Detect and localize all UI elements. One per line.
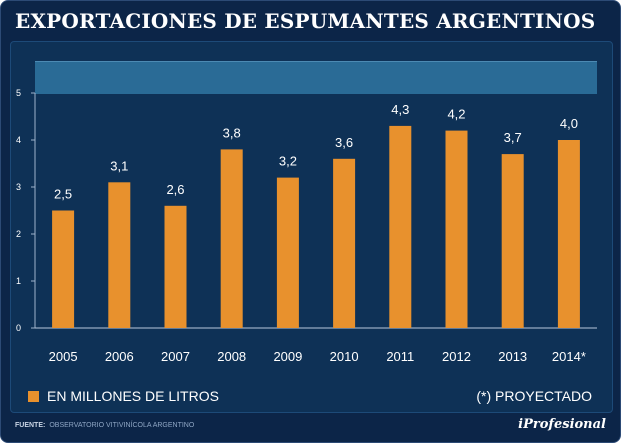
bar-value-label: 3,8 <box>223 125 241 140</box>
bar-value-label: 3,7 <box>504 130 522 145</box>
legend-label: EN MILLONES DE LITROS <box>47 388 219 404</box>
y-tick-label: 2 <box>16 229 21 239</box>
y-tick-label: 5 <box>16 88 21 98</box>
x-tick-label: 2006 <box>105 349 134 364</box>
y-tick-label: 3 <box>16 182 21 192</box>
bar <box>557 140 580 328</box>
x-tick-label: 2009 <box>273 349 302 364</box>
legend-swatch <box>28 390 39 402</box>
x-tick-label: 2005 <box>49 349 78 364</box>
bar-value-label: 4,0 <box>560 116 578 131</box>
bar <box>501 154 524 328</box>
brand-logo: iProfesional <box>518 417 606 432</box>
y-tick-label: 4 <box>16 135 21 145</box>
chart-panel: 0 1 2 3 4 5 2,5 2005 3,1 2006 2,6 2007 3,8 2008 3,2 200… <box>10 41 613 413</box>
bar <box>389 125 412 329</box>
chart-title: EXPORTACIONES DE ESPUMANTES ARGENTINOS <box>15 9 596 33</box>
bar <box>333 158 356 328</box>
bar-value-label: 3,6 <box>335 135 353 150</box>
x-tick-label: 2007 <box>161 349 190 364</box>
x-tick-label: 2014* <box>552 349 586 364</box>
chart-header-strip <box>35 61 597 94</box>
y-tick-label: 1 <box>16 276 21 286</box>
projection-note: (*) PROYECTADO <box>476 388 592 404</box>
source-label: FUENTE: <box>15 422 46 429</box>
y-tick-label: 0 <box>16 323 21 333</box>
bar <box>52 210 75 328</box>
bar <box>108 182 131 328</box>
chart-legend: EN MILLONES DE LITROS <box>28 388 219 404</box>
bar <box>276 177 299 328</box>
bar-chart: 0 1 2 3 4 5 2,5 2005 3,1 2006 2,6 2007 3,8 2008 3,2 200… <box>16 88 597 364</box>
x-tick-label: 2010 <box>330 349 359 364</box>
bar-value-label: 3,2 <box>279 154 297 169</box>
x-tick-label: 2008 <box>217 349 246 364</box>
x-tick-label: 2013 <box>498 349 527 364</box>
source-text: OBSERVATORIO VITIVINÍCOLA ARGENTINO <box>49 422 195 429</box>
bar-value-label: 2,6 <box>166 182 184 197</box>
source-footer: FUENTE: OBSERVATORIO VITIVINÍCOLA ARGENTI… <box>15 422 194 429</box>
bar <box>220 149 243 328</box>
bar-value-label: 3,1 <box>110 158 128 173</box>
bar-value-label: 4,2 <box>447 107 465 122</box>
x-tick-label: 2011 <box>386 349 414 364</box>
bar-value-label: 4,3 <box>391 102 409 117</box>
x-tick-label: 2012 <box>442 349 471 364</box>
bar <box>445 130 468 328</box>
bar <box>164 205 187 328</box>
bar-value-label: 2,5 <box>54 187 72 202</box>
